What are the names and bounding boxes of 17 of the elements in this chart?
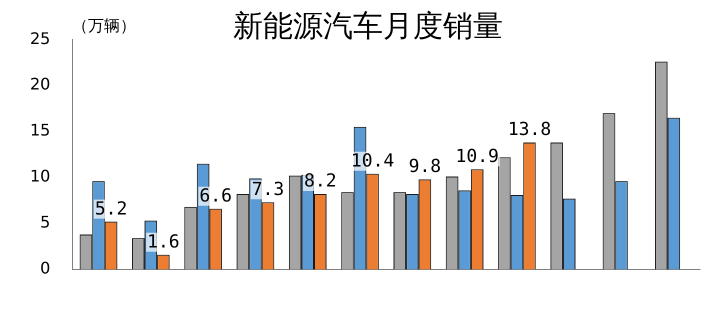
data-label: 1.6 [147,231,180,252]
chart-title: 新能源汽车月度销量 [233,8,503,46]
data-label: 7.3 [252,178,284,200]
y-tick-label: 20 [30,74,50,94]
y-tick-label: 15 [30,120,50,140]
data-label: 10.9 [456,146,499,167]
y-tick-label: 0 [40,258,50,278]
y-tick-label: 10 [30,166,50,186]
y-tick-label: 25 [30,28,50,48]
data-label: 5.2 [94,198,128,220]
data-label: 6.6 [199,185,232,206]
data-label: 13.8 [508,119,552,140]
y-axis-title: （万辆） [72,16,136,37]
y-tick-label: 5 [40,212,50,232]
data-label: 9.8 [408,156,442,177]
data-label: 8.2 [304,170,337,192]
data-label: 10.4 [350,150,394,172]
